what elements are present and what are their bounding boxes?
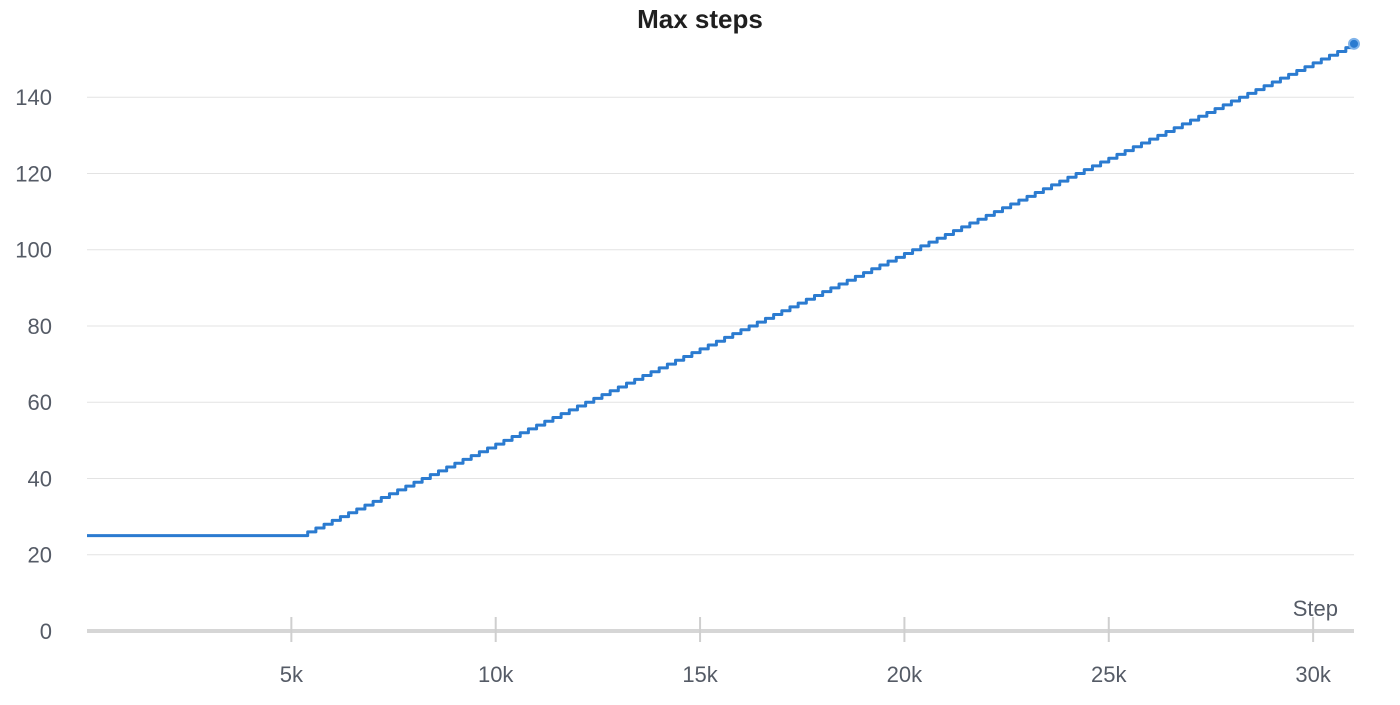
x-tick-label: 20k [887, 662, 923, 687]
chart-title: Max steps [637, 4, 763, 34]
y-tick-label: 20 [28, 543, 52, 568]
x-tick-label: 10k [478, 662, 514, 687]
y-tick-label: 0 [40, 619, 52, 644]
series-line [87, 43, 1356, 538]
series-end-point[interactable] [1348, 37, 1360, 50]
x-tick-label: 25k [1091, 662, 1127, 687]
y-tick-label: 140 [15, 85, 52, 110]
x-tick-label: 5k [280, 662, 304, 687]
y-tick-label: 100 [15, 238, 52, 263]
y-tick-label: 60 [28, 390, 52, 415]
y-tick-label: 120 [15, 161, 52, 186]
x-axis-label: Step [1293, 596, 1338, 621]
x-tick-label: 15k [682, 662, 718, 687]
y-tick-label: 40 [28, 466, 52, 491]
y-tick-label: 80 [28, 314, 52, 339]
x-tick-label: 30k [1295, 662, 1331, 687]
